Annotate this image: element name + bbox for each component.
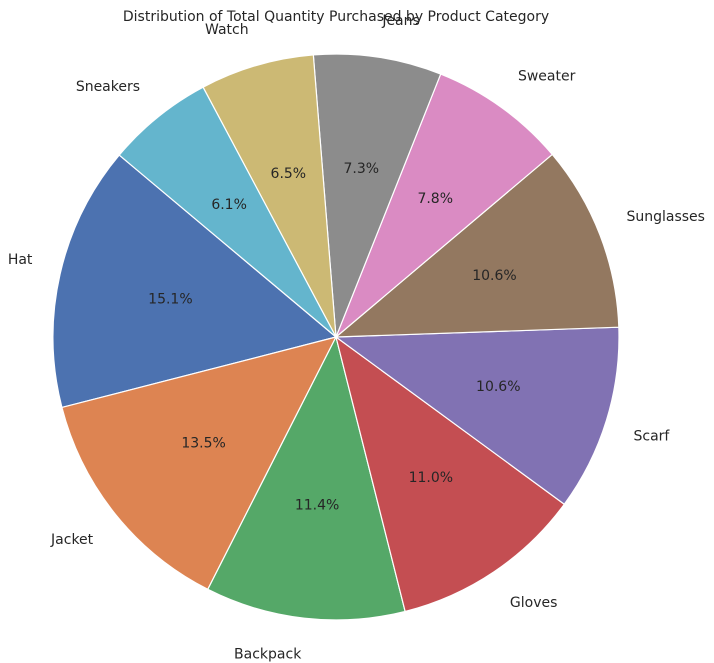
- pie-slice-watch: [202, 54, 337, 338]
- pie-slice-gloves: [335, 336, 565, 613]
- category-label-watch: Watch: [205, 22, 249, 38]
- category-label-hat: Hat: [8, 252, 33, 268]
- percent-label-sneakers: 6.1%: [211, 197, 247, 213]
- category-labels: Hat Jacket Backpack Gloves Scarf Sunglasses Sw…: [8, 13, 705, 662]
- percent-label-scarf: 10.6%: [476, 379, 520, 395]
- category-label-scarf: Scarf: [634, 429, 671, 445]
- percent-label-jacket: 13.5%: [181, 435, 225, 451]
- pie-slice-sneakers: [118, 86, 337, 338]
- category-label-jacket: Jacket: [50, 532, 94, 548]
- pie-slice-hat: [52, 154, 337, 409]
- category-label-sweater: Sweater: [518, 68, 576, 84]
- pie-slice-scarf: [335, 326, 620, 505]
- pie-slice-backpack: [207, 336, 406, 621]
- category-label-sunglasses: Sunglasses: [626, 209, 704, 225]
- pie-slice-sunglasses: [335, 153, 620, 338]
- chart-title: Distribution of Total Quantity Purchased…: [123, 9, 549, 25]
- percent-label-sweater: 7.8%: [417, 191, 453, 207]
- percent-label-hat: 15.1%: [148, 291, 192, 307]
- category-label-backpack: Backpack: [234, 646, 302, 662]
- category-label-gloves: Gloves: [510, 595, 558, 611]
- pie-slice-sweater: [335, 73, 553, 338]
- percent-label-jeans: 7.3%: [343, 161, 379, 177]
- category-label-sneakers: Sneakers: [76, 79, 140, 95]
- percent-label-sunglasses: 10.6%: [472, 268, 516, 284]
- percent-label-gloves: 11.0%: [409, 470, 453, 486]
- percent-label-watch: 6.5%: [271, 166, 307, 182]
- pie-slice-jacket: [61, 336, 337, 590]
- percent-labels: 15.1% 13.5% 11.4% 11.0% 10.6% 10.6% 7.8% 7.3% 6.…: [148, 161, 520, 514]
- category-label-jeans: Jeans: [381, 13, 420, 29]
- pie-slice-jeans: [312, 53, 442, 338]
- pie-slices: [52, 53, 620, 621]
- percent-label-backpack: 11.4%: [295, 498, 339, 514]
